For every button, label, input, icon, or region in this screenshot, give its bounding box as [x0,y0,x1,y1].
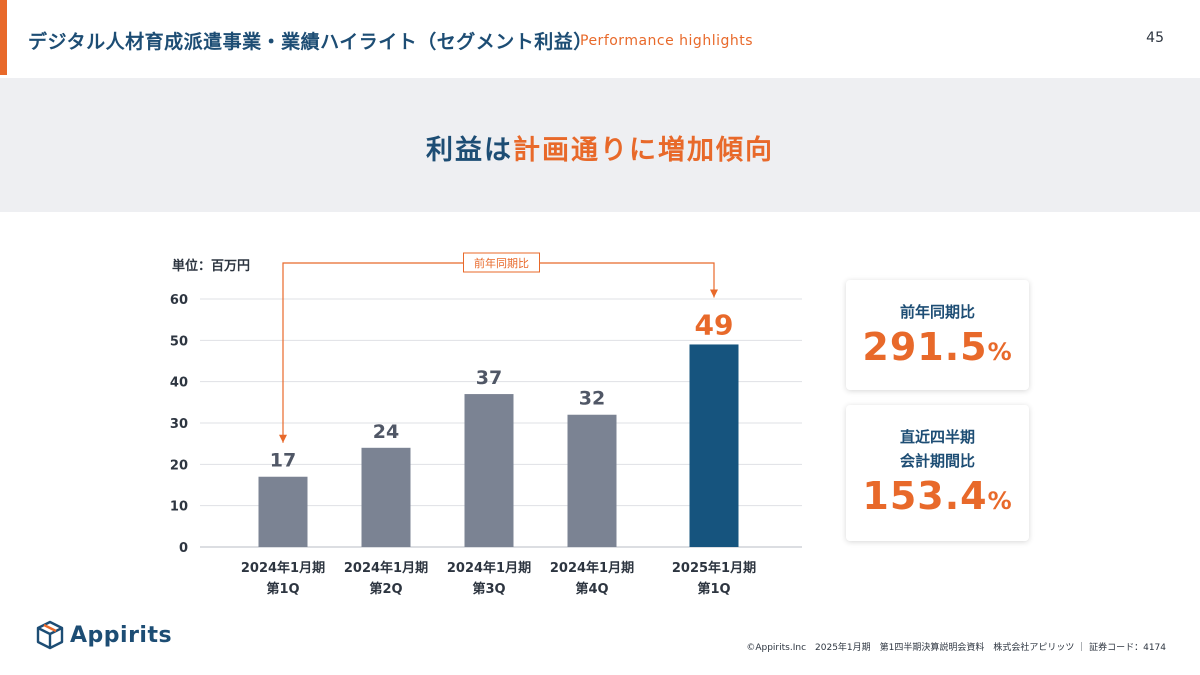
company-logo: Appirits [36,620,172,650]
page-number: 45 [1146,30,1164,46]
yoy-card-value: 291.5% [846,324,1029,375]
headline-banner [0,78,1200,212]
y-tick-label: 10 [170,500,188,515]
page-title: デジタル人材育成派遣事業・業績ハイライト（セグメント利益） [28,31,593,53]
y-tick-label: 60 [170,293,188,308]
bar-0 [258,476,308,547]
x-tick-label: 2025年1月期 [672,560,756,576]
x-tick-label: 2024年1月期 [447,560,531,576]
qoq-card-label-line1: 直近四半期 [899,428,975,446]
logo-text: Appirits [70,622,173,648]
qoq-value-number: 153.4 [862,474,988,518]
bar-1 [361,447,411,547]
bar-4 [689,344,739,547]
x-tick-label: 第3Q [472,581,505,597]
headline-part2: 計画通りに増加傾向 [513,135,774,166]
x-tick-label: 第2Q [369,581,402,597]
bar-value-label: 37 [476,367,502,389]
headline: 利益は計画通りに増加傾向 [0,128,1200,167]
y-tick-label: 20 [170,458,188,473]
x-tick-label: 第1Q [266,581,299,597]
headline-part1: 利益は [426,135,513,166]
annotation-label: 前年同期比 [474,256,529,270]
x-tick-label: 2024年1月期 [344,560,428,576]
qoq-card-value: 153.4% [846,473,1029,524]
qoq-card-label-line2: 会計期間比 [899,452,975,470]
header-accent-bar [0,0,7,75]
x-tick-label: 第1Q [697,581,730,597]
yoy-card-label: 前年同期比 [899,303,975,321]
annotation-label-box [463,252,540,273]
bar-2 [464,394,514,547]
x-tick-label: 2024年1月期 [550,560,634,576]
yoy-value-unit: % [987,338,1013,366]
y-tick-label: 0 [179,541,188,556]
yoy-card: 前年同期比 291.5% [846,280,1029,390]
bar-value-label: 24 [373,421,399,443]
footer-text: ©Appirits.Inc 2025年1月期 第1四半期決算説明会資料 株式会社… [746,643,1166,653]
bar-value-label: 32 [579,388,605,410]
y-tick-label: 50 [170,334,188,349]
bar-value-label: 49 [695,308,734,341]
y-tick-label: 30 [170,417,188,432]
y-tick-label: 40 [170,376,188,391]
bar-3 [567,414,617,547]
qoq-value-unit: % [987,487,1013,515]
unit-label: 単位：百万円 [172,259,251,274]
page-subtitle: Performance highlights [580,33,754,49]
x-tick-label: 第4Q [575,581,608,597]
box-logo-icon [36,620,64,650]
yoy-value-number: 291.5 [862,325,988,369]
qoq-card: 直近四半期 会計期間比 153.4% [846,405,1029,541]
annotation-arrow-right [710,289,718,298]
x-tick-label: 2024年1月期 [241,560,325,576]
bar-value-label: 17 [270,450,296,472]
annotation-arrow-left [279,434,287,443]
